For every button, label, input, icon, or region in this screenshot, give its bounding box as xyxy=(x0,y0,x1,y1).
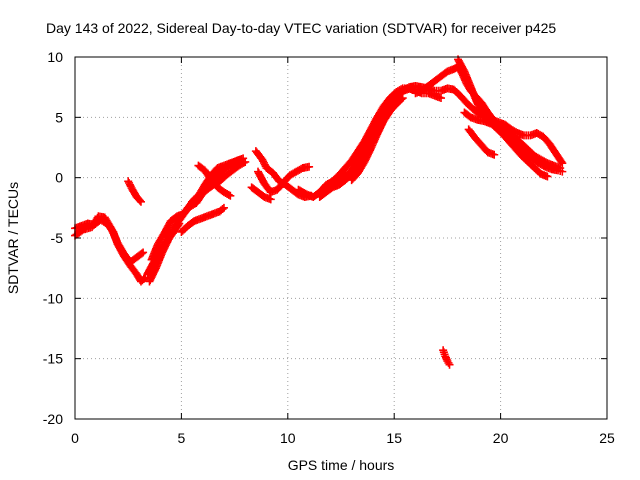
data-point xyxy=(437,94,446,103)
data-point xyxy=(174,220,183,229)
x-tick-label: 10 xyxy=(280,430,296,446)
y-tick-label: -5 xyxy=(51,230,64,246)
grid xyxy=(75,57,607,419)
data-point xyxy=(224,190,233,199)
data-point xyxy=(397,95,406,104)
x-tick-label: 5 xyxy=(178,430,186,446)
data-point xyxy=(139,275,148,284)
y-tick-label: 0 xyxy=(55,170,63,186)
data-point xyxy=(556,164,565,173)
y-axis-label: SDTVAR / TECUs xyxy=(5,182,21,294)
data-point xyxy=(543,172,552,181)
y-tick-label: 10 xyxy=(47,49,63,65)
chart-title: Day 143 of 2022, Sidereal Day-to-day VTE… xyxy=(46,20,556,36)
x-tick-label: 15 xyxy=(386,430,402,446)
x-tick-label: 20 xyxy=(493,430,509,446)
x-tick-label: 25 xyxy=(599,430,615,446)
data-point xyxy=(218,205,227,214)
data-point xyxy=(226,191,235,200)
data-point xyxy=(266,195,275,204)
series-track-i xyxy=(194,161,235,200)
data-point xyxy=(137,249,146,258)
series-track-o xyxy=(326,83,418,193)
data-point xyxy=(135,196,144,205)
data-point xyxy=(175,219,184,228)
y-tick-label: -10 xyxy=(43,290,63,306)
series-track-p xyxy=(347,94,407,185)
data-point xyxy=(219,203,228,212)
series-track-b xyxy=(71,212,148,267)
data-point xyxy=(557,157,566,166)
series-track-g xyxy=(177,203,228,236)
series-track-k xyxy=(254,162,314,197)
data-point xyxy=(444,358,453,367)
data-point xyxy=(558,159,567,168)
data-point xyxy=(398,94,407,103)
data-point xyxy=(239,154,248,163)
data-point xyxy=(305,162,314,171)
data-point xyxy=(136,197,145,206)
data-point xyxy=(139,248,148,257)
series-track-l xyxy=(247,183,275,204)
data-point xyxy=(445,360,454,369)
data-point xyxy=(490,150,499,159)
axes: 0 5 10 15 20 25 -20 -15 -10 -5 0 5 10 xyxy=(43,49,615,446)
data-series xyxy=(71,55,567,369)
y-tick-label: -15 xyxy=(43,351,63,367)
x-axis-label: GPS time / hours xyxy=(288,457,395,473)
series-track-c xyxy=(124,177,145,206)
series-track-s xyxy=(460,108,565,173)
series-track-u xyxy=(439,346,454,369)
series-track-f xyxy=(143,219,184,279)
data-point xyxy=(409,83,418,92)
series-track-t xyxy=(464,125,499,159)
x-tick-label: 0 xyxy=(71,430,79,446)
y-tick-label: 5 xyxy=(55,109,63,125)
y-tick-label: -20 xyxy=(43,411,63,427)
